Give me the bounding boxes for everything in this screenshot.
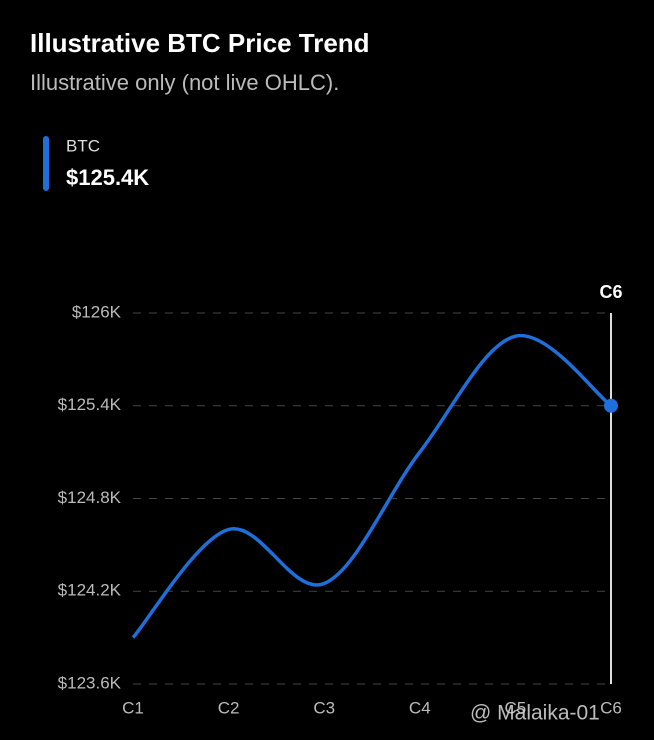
y-tick-label: $124.8K <box>58 488 122 507</box>
y-tick-label: $126K <box>72 302 122 321</box>
x-tick-label: C4 <box>409 698 431 717</box>
x-tick-label: C1 <box>122 698 144 717</box>
watermark: @ Malaika-01 <box>470 702 600 725</box>
legend-value: $125.4K <box>66 165 149 190</box>
legend-swatch <box>43 136 49 191</box>
y-tick-label: $123.6K <box>58 673 122 692</box>
x-tick-label: C6 <box>600 698 622 717</box>
x-tick-label: C5 <box>505 698 527 717</box>
y-tick-label: $124.2K <box>58 581 122 600</box>
chart-subtitle: Illustrative only (not live OHLC). <box>30 70 339 95</box>
y-tick-label: $125.4K <box>58 395 122 414</box>
line <box>131 333 613 639</box>
crosshair-label: C6 <box>599 282 622 302</box>
legend-label: BTC <box>66 136 100 155</box>
x-tick-label: C2 <box>218 698 240 717</box>
x-tick-label: C3 <box>313 698 335 717</box>
highlight-point <box>604 398 618 413</box>
chart-title: Illustrative BTC Price Trend <box>30 28 370 58</box>
